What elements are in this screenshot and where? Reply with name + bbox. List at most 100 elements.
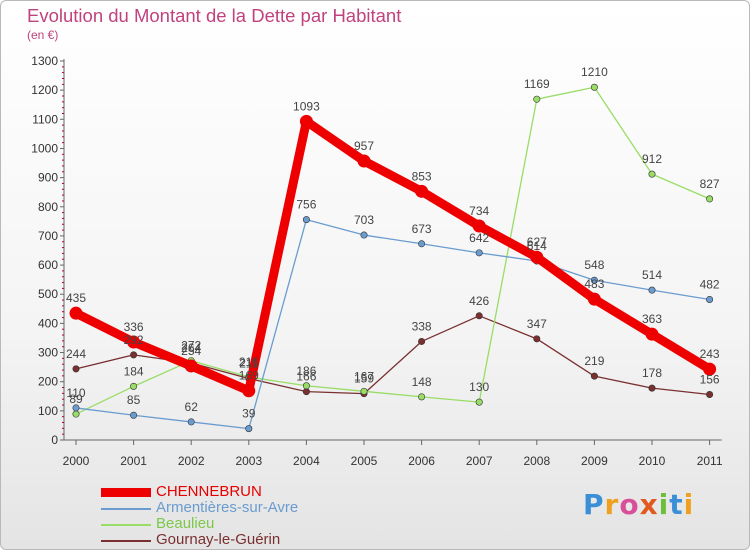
data-point-armentieres-sur-avre bbox=[706, 295, 714, 303]
legend-swatch-chennebrun bbox=[101, 488, 151, 497]
data-point-armentieres-sur-avre bbox=[360, 231, 368, 239]
proxiti-logo: Proxiti bbox=[583, 488, 694, 521]
data-label-chennebrun: 1093 bbox=[293, 99, 320, 113]
data-point-armentieres-sur-avre bbox=[187, 418, 195, 426]
data-label-chennebrun: 254 bbox=[181, 344, 201, 358]
data-point-beaulieu bbox=[72, 410, 80, 418]
x-tick-label: 2003 bbox=[235, 454, 262, 468]
data-label-chennebrun: 957 bbox=[354, 139, 374, 153]
data-label-beaulieu: 1169 bbox=[524, 77, 550, 91]
data-point-chennebrun bbox=[127, 335, 141, 349]
x-tick-label: 2006 bbox=[408, 454, 435, 468]
data-label-beaulieu: 912 bbox=[642, 152, 662, 166]
data-labels: 244 292 264 211 166 159 338 426 347 219 178 156 89 18… bbox=[66, 65, 720, 420]
data-label-gournay-le-guerin: 338 bbox=[412, 319, 432, 333]
y-tick-label: 1000 bbox=[31, 141, 58, 155]
data-point-armentieres-sur-avre bbox=[418, 240, 426, 248]
data-label-armentieres-sur-avre: 110 bbox=[66, 386, 85, 400]
x-tick-label: 2005 bbox=[351, 454, 378, 468]
data-point-beaulieu bbox=[302, 382, 310, 390]
data-label-chennebrun: 627 bbox=[527, 235, 547, 249]
y-tick-label: 700 bbox=[38, 229, 58, 243]
data-point-chennebrun bbox=[530, 250, 544, 264]
x-tick-label: 2008 bbox=[523, 454, 550, 468]
data-label-armentieres-sur-avre: 62 bbox=[185, 400, 199, 414]
data-point-armentieres-sur-avre bbox=[130, 411, 138, 419]
data-label-armentieres-sur-avre: 85 bbox=[127, 393, 141, 407]
data-point-chennebrun bbox=[415, 184, 429, 198]
y-tick-label: 900 bbox=[38, 171, 58, 185]
data-label-gournay-le-guerin: 156 bbox=[700, 373, 720, 387]
data-label-armentieres-sur-avre: 703 bbox=[354, 213, 374, 227]
data-label-chennebrun: 483 bbox=[584, 277, 604, 291]
data-point-beaulieu bbox=[360, 387, 368, 395]
series-layer bbox=[69, 83, 717, 433]
x-tick-label: 2007 bbox=[466, 454, 493, 468]
y-tick-label: 500 bbox=[38, 287, 58, 301]
x-tick-label: 2009 bbox=[581, 454, 608, 468]
data-label-gournay-le-guerin: 426 bbox=[469, 294, 489, 308]
data-label-gournay-le-guerin: 292 bbox=[124, 333, 144, 347]
x-tick-label: 2004 bbox=[293, 454, 320, 468]
y-tick-label: 600 bbox=[38, 258, 58, 272]
data-point-armentieres-sur-avre bbox=[302, 216, 310, 224]
data-point-chennebrun bbox=[69, 306, 83, 320]
data-label-gournay-le-guerin: 347 bbox=[527, 317, 547, 331]
data-label-armentieres-sur-avre: 482 bbox=[700, 277, 720, 291]
data-point-gournay-le-guerin bbox=[72, 365, 80, 373]
data-point-gournay-le-guerin bbox=[648, 384, 656, 392]
logo-letter: i bbox=[683, 488, 695, 521]
data-point-beaulieu bbox=[533, 95, 541, 103]
data-point-gournay-le-guerin bbox=[130, 351, 138, 359]
series-line-beaulieu bbox=[75, 86, 711, 415]
data-label-gournay-le-guerin: 159 bbox=[354, 372, 374, 386]
data-point-chennebrun bbox=[472, 219, 486, 233]
y-tick-label: 1100 bbox=[32, 112, 58, 126]
data-label-chennebrun: 853 bbox=[412, 169, 432, 183]
data-label-beaulieu: 186 bbox=[296, 364, 316, 378]
data-point-beaulieu bbox=[130, 382, 138, 390]
data-label-chennebrun: 243 bbox=[700, 347, 720, 361]
data-point-beaulieu bbox=[648, 170, 656, 178]
x-tick-label: 2001 bbox=[120, 454, 147, 468]
data-label-beaulieu: 167 bbox=[354, 369, 374, 383]
y-tick-label: 800 bbox=[38, 200, 58, 214]
y-tick-label: 100 bbox=[38, 404, 58, 418]
data-label-gournay-le-guerin: 211 bbox=[239, 356, 258, 370]
data-point-chennebrun bbox=[184, 359, 198, 373]
data-point-chennebrun bbox=[645, 327, 659, 341]
data-point-gournay-le-guerin bbox=[475, 312, 483, 320]
x-tick-label: 2000 bbox=[63, 454, 90, 468]
legend-label: CHENNEBRUN bbox=[156, 483, 262, 500]
chart-title: Evolution du Montant de la Dette par Hab… bbox=[27, 5, 402, 26]
x-tick-label: 2010 bbox=[639, 454, 666, 468]
data-point-armentieres-sur-avre bbox=[475, 249, 483, 257]
data-label-gournay-le-guerin: 219 bbox=[584, 354, 604, 368]
logo-letter: t bbox=[669, 488, 684, 521]
data-label-beaulieu: 272 bbox=[181, 339, 201, 353]
data-label-armentieres-sur-avre: 614 bbox=[527, 239, 547, 253]
data-label-gournay-le-guerin: 166 bbox=[296, 370, 316, 384]
data-point-beaulieu bbox=[590, 83, 598, 91]
x-tick-label: 2002 bbox=[178, 454, 205, 468]
logo-letter: P bbox=[583, 488, 605, 521]
legend-swatch-armentieres-sur-avre bbox=[101, 508, 151, 510]
data-label-beaulieu: 1210 bbox=[581, 65, 608, 79]
y-tick-label: 1200 bbox=[31, 83, 58, 97]
data-label-chennebrun: 435 bbox=[66, 291, 86, 305]
data-label-armentieres-sur-avre: 548 bbox=[584, 258, 604, 272]
data-label-beaulieu: 148 bbox=[412, 375, 432, 389]
data-label-chennebrun: 734 bbox=[469, 204, 489, 218]
chart-unit: (en €) bbox=[27, 28, 59, 42]
legend-swatch-beaulieu bbox=[101, 524, 151, 526]
data-label-chennebrun: 336 bbox=[124, 320, 144, 334]
y-tick-label: 200 bbox=[38, 375, 58, 389]
data-label-beaulieu: 827 bbox=[700, 177, 720, 191]
data-point-gournay-le-guerin bbox=[418, 337, 426, 345]
x-tick-label: 2011 bbox=[697, 454, 723, 468]
legend-swatch-gournay-le-guerin bbox=[101, 540, 151, 542]
logo-letter: r bbox=[604, 488, 620, 521]
logo-letter: x bbox=[639, 488, 659, 521]
